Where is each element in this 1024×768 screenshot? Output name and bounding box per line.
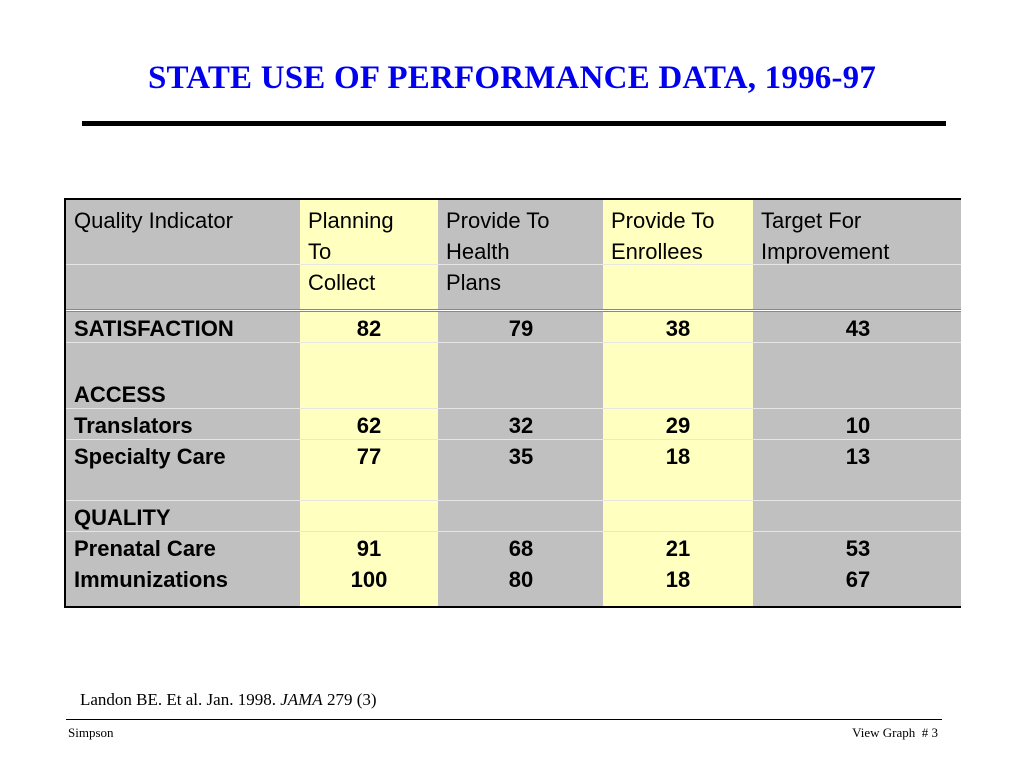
header-line: To (308, 239, 332, 264)
table-row-translators: Translators 62 32 29 10 (66, 410, 961, 441)
cell-value: 82 (356, 316, 382, 341)
header-line: Collect (308, 270, 376, 295)
row-label: ACCESS (74, 382, 166, 407)
header-line: Improvement (761, 239, 890, 264)
table-row-immunizations: Immunizations 100 80 18 67 (66, 564, 961, 595)
grid-line (66, 408, 961, 409)
table-row-quality: QUALITY (66, 502, 961, 533)
column-provide-to-enrollees (603, 200, 753, 606)
row-label: Immunizations (74, 567, 229, 592)
cell-value: 43 (845, 316, 871, 341)
row-label: Translators (74, 413, 193, 438)
header-quality-indicator: Quality Indicator (74, 205, 233, 236)
grid-line (66, 531, 961, 532)
footer-rule (66, 719, 942, 720)
performance-table: Quality Indicator Planning To Collect Pr… (64, 198, 961, 608)
header-separator (66, 309, 961, 312)
table-row-satisfaction: SATISFACTION 82 79 38 43 (66, 313, 961, 344)
header-line: Planning (308, 208, 394, 233)
slide-title: STATE USE OF PERFORMANCE DATA, 1996-97 (147, 60, 877, 96)
cell-value: 18 (665, 444, 691, 469)
header-line: Plans (446, 270, 502, 295)
header-provide-to-health-plans: Provide To Health Plans (446, 205, 550, 298)
footer-page-number: View Graph # 3 (852, 725, 938, 740)
column-quality-indicator (66, 200, 300, 606)
cell-value: 53 (845, 536, 871, 561)
table-row-specialty-care: Specialty Care 77 35 18 13 (66, 441, 961, 472)
citation-text: Landon BE. Et al. Jan. 1998. (80, 690, 281, 709)
row-label: Specialty Care (74, 444, 226, 469)
header-line: Quality Indicator (74, 208, 233, 233)
cell-value: 13 (845, 444, 871, 469)
source-citation: Landon BE. Et al. Jan. 1998. JAMA 279 (3… (80, 690, 377, 710)
grid-line (66, 439, 961, 440)
header-provide-to-enrollees: Provide To Enrollees (611, 205, 715, 267)
cell-value: 100 (350, 567, 388, 592)
journal-name: JAMA (280, 690, 323, 709)
cell-value: 79 (508, 316, 534, 341)
cell-value: 77 (356, 444, 382, 469)
cell-value: 18 (665, 567, 691, 592)
cell-value: 68 (508, 536, 534, 561)
header-line: Target For (761, 208, 862, 233)
cell-value: 80 (508, 567, 534, 592)
row-label: Prenatal Care (74, 536, 216, 561)
header-line: Enrollees (611, 239, 703, 264)
header-line: Provide To (446, 208, 550, 233)
column-provide-to-health-plans (438, 200, 603, 606)
grid-line (66, 500, 961, 501)
grid-line (66, 264, 961, 265)
row-label: SATISFACTION (74, 316, 234, 341)
grid-line (66, 342, 961, 343)
table-row-prenatal-care: Prenatal Care 91 68 21 53 (66, 533, 961, 564)
cell-value: 91 (356, 536, 382, 561)
header-line: Provide To (611, 208, 715, 233)
cell-value: 21 (665, 536, 691, 561)
table-row-access: ACCESS (66, 379, 961, 410)
column-target-for-improvement (753, 200, 961, 606)
cell-value: 35 (508, 444, 534, 469)
column-planning-to-collect (300, 200, 438, 606)
cell-value: 10 (845, 413, 871, 438)
cell-value: 32 (508, 413, 534, 438)
header-line: Health (446, 239, 510, 264)
footer-author: Simpson (68, 725, 114, 740)
citation-volume: 279 (3) (322, 690, 377, 709)
cell-value: 62 (356, 413, 382, 438)
cell-value: 67 (845, 567, 871, 592)
header-target-for-improvement: Target For Improvement (761, 205, 889, 267)
title-underline (82, 121, 946, 126)
cell-value: 38 (665, 316, 691, 341)
row-label: QUALITY (74, 505, 171, 530)
cell-value: 29 (665, 413, 691, 438)
header-planning-to-collect: Planning To Collect (308, 205, 394, 298)
